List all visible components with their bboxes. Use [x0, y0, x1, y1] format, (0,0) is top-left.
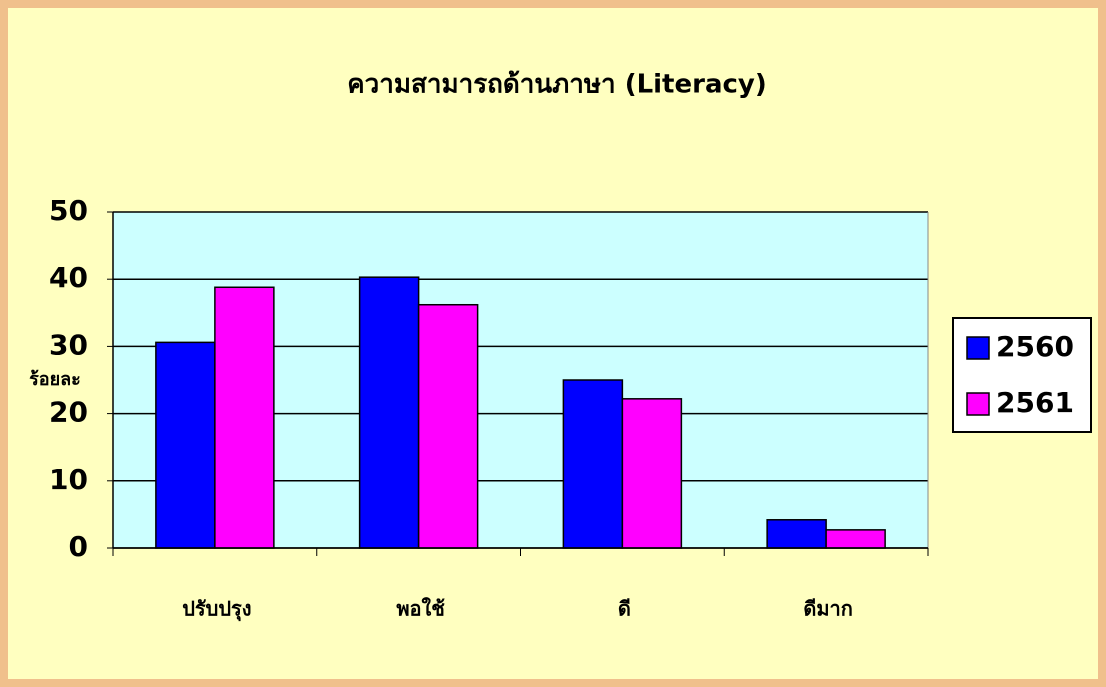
- y-tick-label: 30: [49, 328, 88, 361]
- x-tick-label: ดีมาก: [803, 597, 853, 621]
- y-tick-label: 20: [49, 396, 88, 429]
- bar: [562, 379, 624, 549]
- bar: [155, 341, 216, 549]
- x-tick-label: พอใช้: [396, 597, 445, 621]
- legend-swatch: [966, 392, 990, 416]
- x-tick-label: ดี: [618, 597, 631, 621]
- bar: [417, 303, 479, 549]
- legend-label: 2560: [996, 330, 1074, 363]
- bar: [621, 398, 683, 549]
- bar: [825, 529, 886, 549]
- y-axis-label: ร้อยละ: [29, 369, 81, 390]
- bar: [358, 276, 420, 549]
- y-tick-label: 40: [49, 261, 88, 294]
- y-tick-label: 10: [49, 463, 88, 496]
- bar: [214, 286, 275, 549]
- y-tick-label: 50: [49, 194, 88, 227]
- chart-title: ความสามารถด้านภาษา (Literacy): [347, 70, 766, 100]
- legend-swatch: [966, 336, 990, 360]
- bar: [766, 519, 827, 549]
- x-tick-label: ปรับปรุง: [182, 597, 251, 622]
- y-tick-label: 0: [69, 530, 88, 563]
- legend-label: 2561: [996, 386, 1074, 419]
